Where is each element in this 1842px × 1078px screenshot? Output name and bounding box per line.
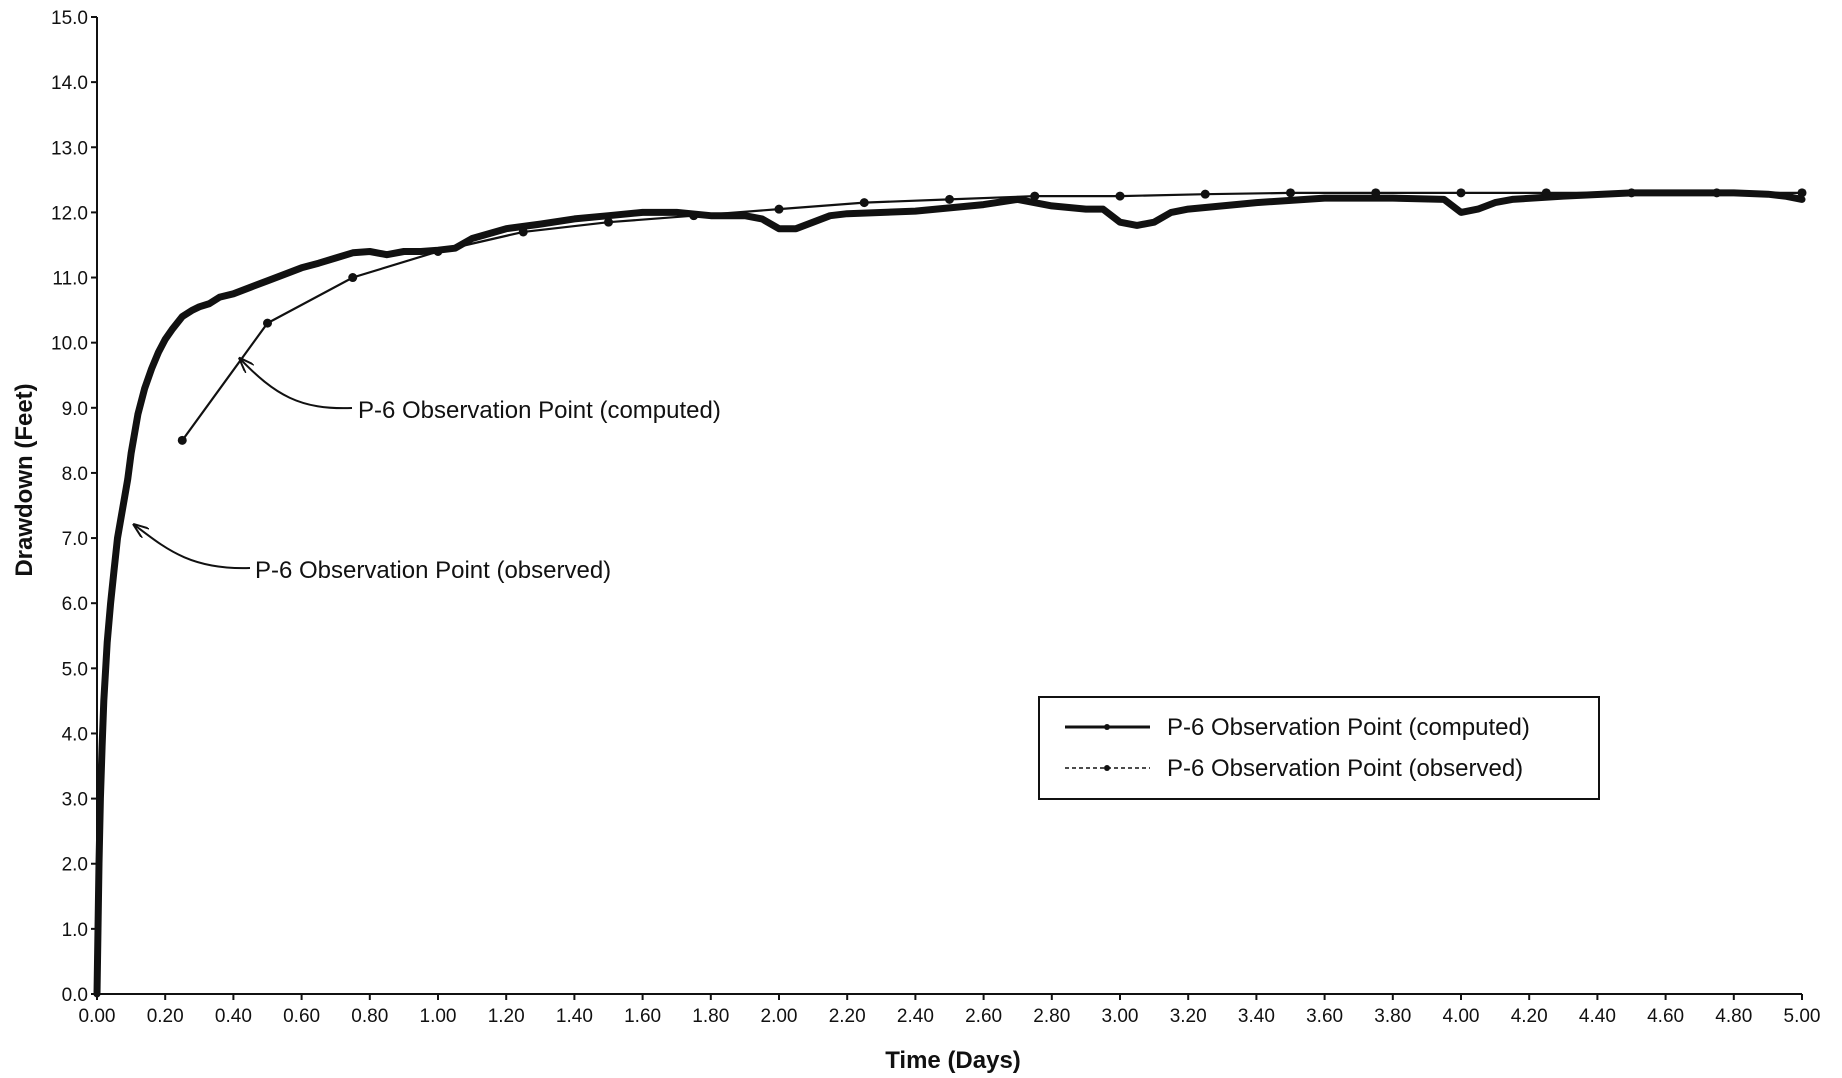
annotation-observed: P-6 Observation Point (observed)	[135, 525, 611, 584]
annotation-arrow-observed	[135, 525, 251, 570]
series-computed-point	[1456, 188, 1466, 198]
x-tick-label: 4.00	[1443, 1006, 1480, 1027]
x-tick-label: 2.00	[761, 1006, 798, 1027]
y-tick-label: 7.0	[62, 529, 88, 550]
series-computed-point	[177, 435, 187, 445]
x-tick-label: 3.60	[1306, 1006, 1343, 1027]
y-tick-label: 4.0	[62, 724, 88, 745]
series-computed-point	[689, 211, 699, 221]
series-computed-line	[181, 191, 1802, 442]
annotation-label-computed: P-6 Observation Point (computed)	[358, 397, 721, 424]
series-computed-point	[1797, 188, 1807, 198]
x-tick-label: 1.20	[488, 1006, 525, 1027]
x-tick-label: 2.80	[1033, 1006, 1070, 1027]
y-tick-label: 12.0	[51, 203, 88, 224]
y-axis-title: Drawdown (Feet)	[11, 383, 38, 576]
x-tick-label: 4.20	[1511, 1006, 1548, 1027]
series-computed-point	[263, 318, 272, 328]
x-tick-label: 0.80	[351, 1006, 388, 1027]
x-tick-label: 1.60	[624, 1006, 661, 1027]
series-computed-point	[433, 246, 443, 256]
series-layer	[93, 188, 1807, 998]
series-computed-point	[1200, 189, 1210, 199]
x-tick-label: 1.00	[420, 1006, 457, 1027]
x-tick-label: 2.60	[965, 1006, 1002, 1027]
series-computed-point	[859, 198, 869, 208]
legend-label-computed: P-6 Observation Point (computed)	[1167, 714, 1530, 741]
legend-label-observed: P-6 Observation Point (observed)	[1167, 755, 1523, 782]
x-tick-label: 2.20	[829, 1006, 866, 1027]
y-tick-label: 2.0	[62, 855, 88, 876]
annotation-arrow-computed	[240, 359, 353, 410]
x-tick-label: 3.00	[1102, 1006, 1139, 1027]
y-tick-label: 1.0	[62, 920, 88, 941]
y-tick-label: 14.0	[51, 73, 88, 94]
y-tick-label: 3.0	[62, 790, 88, 811]
x-tick-label: 3.20	[1170, 1006, 1207, 1027]
y-tick-label: 13.0	[51, 138, 88, 159]
x-tick-label: 0.60	[283, 1006, 320, 1027]
y-tick-label: 11.0	[52, 269, 88, 290]
series-computed-point	[1030, 191, 1040, 201]
x-tick-label: 5.00	[1784, 1006, 1821, 1027]
series-computed-point	[1541, 188, 1551, 198]
series-computed-point	[348, 273, 358, 283]
x-tick-label: 4.40	[1579, 1006, 1616, 1027]
series-computed-point	[1286, 188, 1295, 198]
series-computed-point	[604, 217, 613, 227]
legend-marker-computed	[1104, 724, 1110, 730]
y-tick-label: 0.0	[62, 985, 88, 1006]
series-computed-point	[774, 204, 784, 214]
y-tick-label: 15.0	[51, 8, 88, 29]
legend-box	[1038, 696, 1600, 800]
series-computed-point	[945, 194, 954, 204]
x-tick-label: 4.80	[1715, 1006, 1752, 1027]
x-tick-label: 0.20	[147, 1006, 184, 1027]
series-computed-point	[1712, 188, 1722, 198]
x-tick-label: 1.80	[692, 1006, 729, 1027]
series-observed-line	[93, 189, 1806, 998]
legend: P-6 Observation Point (computed) P-6 Obs…	[1038, 696, 1600, 800]
x-tick-label: 2.40	[897, 1006, 934, 1027]
x-tick-label: 3.40	[1238, 1006, 1275, 1027]
legend-marker-observed	[1104, 765, 1110, 771]
y-tick-label: 5.0	[62, 659, 88, 680]
x-axis-title: Time (Days)	[885, 1047, 1021, 1074]
y-tick-label: 6.0	[62, 594, 88, 615]
series-computed-point	[1371, 188, 1381, 198]
series-computed-point	[1627, 188, 1636, 198]
annotation-label-observed: P-6 Observation Point (observed)	[255, 557, 611, 584]
x-tick-label: 3.80	[1374, 1006, 1411, 1027]
annotation-computed: P-6 Observation Point (computed)	[240, 359, 721, 424]
y-axis-ticks: 0.0 1.0 2.0 3.0 4.0 5.0 6.0 7.0 8.0 9.0 10.0 11.0 12…	[51, 8, 97, 1006]
x-tick-label: 0.40	[215, 1006, 252, 1027]
plot-area: 0.0 1.0 2.0 3.0 4.0 5.0 6.0 7.0 8.0 9.0 10.0 11.0 12…	[51, 8, 1820, 1027]
x-tick-label: 0.00	[79, 1006, 116, 1027]
series-computed-point	[1115, 191, 1125, 201]
x-axis-ticks: 0.00 0.20 0.40 0.60 0.80 1.00 1.20 1.40 1.60 1.80…	[79, 994, 1821, 1027]
series-computed-point	[518, 227, 528, 237]
x-tick-label: 1.40	[556, 1006, 593, 1027]
y-tick-label: 9.0	[62, 399, 88, 420]
x-tick-label: 4.60	[1647, 1006, 1684, 1027]
y-tick-label: 10.0	[51, 334, 88, 355]
y-tick-label: 8.0	[62, 464, 88, 485]
